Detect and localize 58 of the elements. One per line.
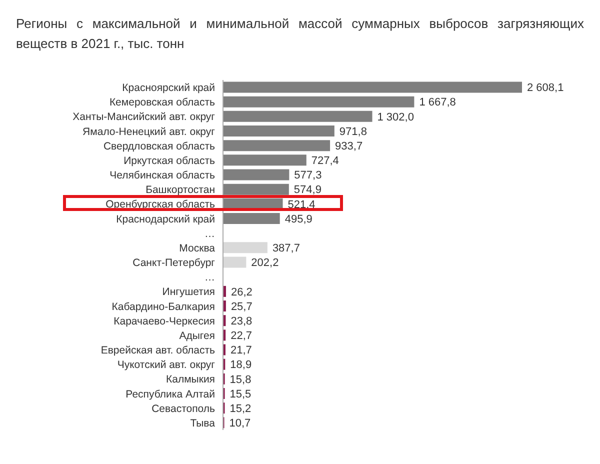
data-label: 933,7 (335, 140, 363, 152)
data-label: 23,8 (230, 315, 252, 328)
data-label: 1 302,0 (377, 111, 414, 124)
data-label: 495,9 (284, 213, 312, 226)
y-tick-label: Санкт-Петербург (132, 257, 216, 270)
data-label: 21,7 (230, 344, 252, 357)
data-label: 1 667,8 (419, 96, 456, 109)
y-tick-label: Кабардино-Балкария (112, 300, 215, 313)
data-label: 25,7 (230, 300, 252, 313)
data-label: 26,2 (231, 286, 252, 298)
data-label: 202,2 (251, 257, 279, 270)
bar (223, 242, 268, 254)
y-tick-label: Севастополь (152, 402, 216, 415)
bar (223, 96, 414, 108)
data-label: 22,7 (230, 330, 252, 342)
bar (223, 154, 306, 166)
bar (223, 213, 280, 224)
data-label: 15,2 (230, 402, 252, 415)
data-label: 15,5 (230, 388, 252, 400)
data-label: 971,8 (339, 126, 367, 138)
y-tick-label: Челябинская область (110, 170, 216, 182)
chart-title: Регионы с максимальной и минимальной массой суммарных выбросов загрязняющих веществ в 2021 г., тыс. тонн (15, 15, 585, 53)
y-tick-label: Ханты-Мансийский авт. округ (72, 111, 216, 124)
y-tick-label: Оренбургская область (106, 198, 216, 211)
y-tick-label: Иркутская область (124, 154, 216, 167)
data-label: 577,3 (294, 170, 322, 182)
bar (223, 126, 334, 136)
data-label: 10,7 (229, 418, 251, 430)
y-tick-label: Карачаево-Черкесия (114, 315, 215, 328)
bar (223, 82, 522, 93)
y-tick-label: Тыва (190, 417, 216, 430)
data-label: 2 608,1 (527, 82, 564, 94)
y-tick-label: Свердловская область (103, 140, 216, 152)
data-label: 574,9 (294, 184, 322, 196)
y-tick-label: Республика Алтай (126, 388, 216, 400)
y-tick-label: Чукотский авт. округ (117, 359, 216, 372)
data-label: 727,4 (311, 155, 339, 168)
y-tick-label: Адыгея (179, 330, 215, 342)
y-tick-label: Краснодарский край (116, 213, 216, 226)
bar (223, 169, 290, 180)
y-tick-label: Красноярский край (122, 82, 216, 94)
data-label: 387,7 (272, 242, 300, 255)
y-tick-label: Ингушетия (162, 286, 215, 298)
y-tick-label: Москва (179, 242, 216, 254)
y-tick-label: Башкортостан (146, 184, 216, 196)
y-tick-label: Кемеровская область (109, 96, 216, 109)
data-label: 18,9 (230, 359, 252, 372)
bar (223, 110, 372, 122)
data-label: 521,4 (288, 198, 316, 211)
y-tick-label: Калмыкия (166, 374, 215, 386)
y-tick-label: … (204, 272, 215, 284)
bar (223, 184, 289, 195)
y-tick-label: Ямало-Ненецкий авт. округ (82, 126, 216, 138)
bar (223, 140, 330, 152)
y-tick-label: Еврейская авт. область (100, 344, 216, 357)
data-label: 15,8 (230, 374, 252, 386)
bar (223, 256, 246, 268)
y-tick-label: … (204, 228, 215, 240)
